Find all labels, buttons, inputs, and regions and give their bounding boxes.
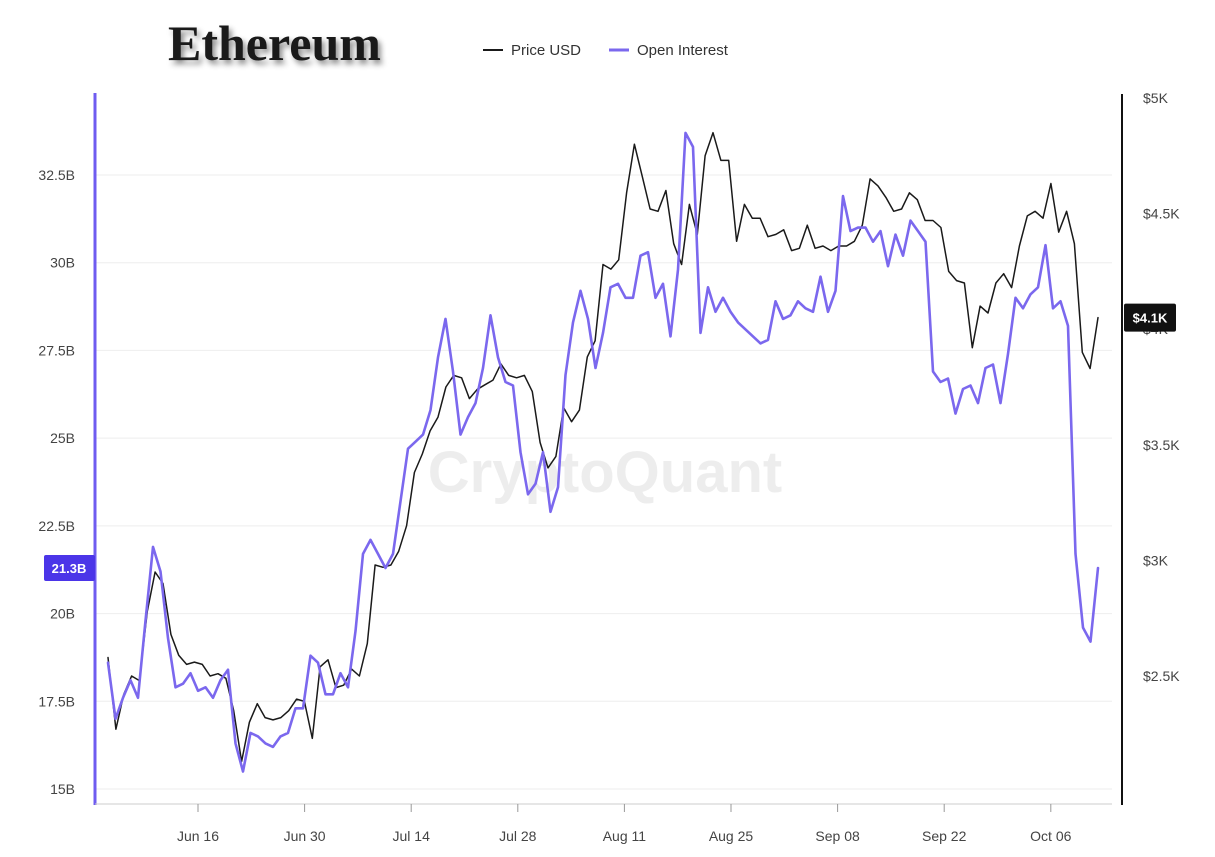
x-tick-label: Jun 16 bbox=[177, 828, 219, 844]
left-current-badge-label: 21.3B bbox=[52, 561, 87, 576]
left-tick-label: 15B bbox=[50, 781, 75, 797]
series-line-price bbox=[107, 131, 1099, 763]
legend-label-open-interest: Open Interest bbox=[637, 42, 729, 59]
left-tick-label: 20B bbox=[50, 606, 75, 622]
x-tick-label: Sep 22 bbox=[922, 828, 967, 844]
right-current-badge-label: $4.1K bbox=[1133, 311, 1168, 326]
watermark: CryptoQuant bbox=[428, 440, 782, 505]
left-tick-label: 25B bbox=[50, 430, 75, 446]
left-current-badge: 21.3B bbox=[44, 555, 95, 581]
right-tick-label: $2.5K bbox=[1143, 668, 1180, 684]
right-axis: $2.5K$3K$3.5K$4K$4.5K$5K bbox=[1121, 90, 1180, 805]
x-tick-label: Jul 28 bbox=[499, 828, 537, 844]
right-tick-label: $5K bbox=[1143, 90, 1169, 106]
legend: Price USD Open Interest bbox=[483, 42, 729, 59]
x-tick-label: Jul 14 bbox=[393, 828, 431, 844]
page-title: Ethereum bbox=[168, 15, 381, 71]
legend-label-price: Price USD bbox=[511, 42, 581, 59]
x-tick-label: Sep 08 bbox=[815, 828, 860, 844]
grid bbox=[96, 174, 1112, 790]
left-tick-label: 30B bbox=[50, 255, 75, 271]
right-tick-label: $3.5K bbox=[1143, 437, 1180, 453]
right-current-badge: $4.1K bbox=[1124, 303, 1176, 332]
left-tick-label: 27.5B bbox=[38, 342, 75, 358]
x-tick-label: Oct 06 bbox=[1030, 828, 1071, 844]
right-current-badge-bg bbox=[1124, 303, 1176, 332]
series-line-open-interest bbox=[106, 131, 1100, 773]
left-tick-label: 32.5B bbox=[38, 167, 75, 183]
right-tick-label: $3K bbox=[1143, 552, 1169, 568]
series bbox=[106, 131, 1100, 773]
right-tick-label: $4.5K bbox=[1143, 206, 1180, 222]
left-current-badge-bg bbox=[44, 555, 95, 581]
x-tick-label: Jun 30 bbox=[284, 828, 326, 844]
x-axis: Jun 16 Jun 30 Jul 14 Jul 28 Aug 11 Aug 25 Sep … bbox=[95, 803, 1112, 844]
x-tick-label: Aug 25 bbox=[709, 828, 754, 844]
left-axis: 15B 17.5B 20B 22.5B 25B 27.5B 30B 32.5B bbox=[38, 93, 97, 805]
left-tick-label: 17.5B bbox=[38, 693, 75, 709]
x-tick-label: Aug 11 bbox=[603, 828, 647, 844]
left-tick-label: 22.5B bbox=[38, 518, 75, 534]
